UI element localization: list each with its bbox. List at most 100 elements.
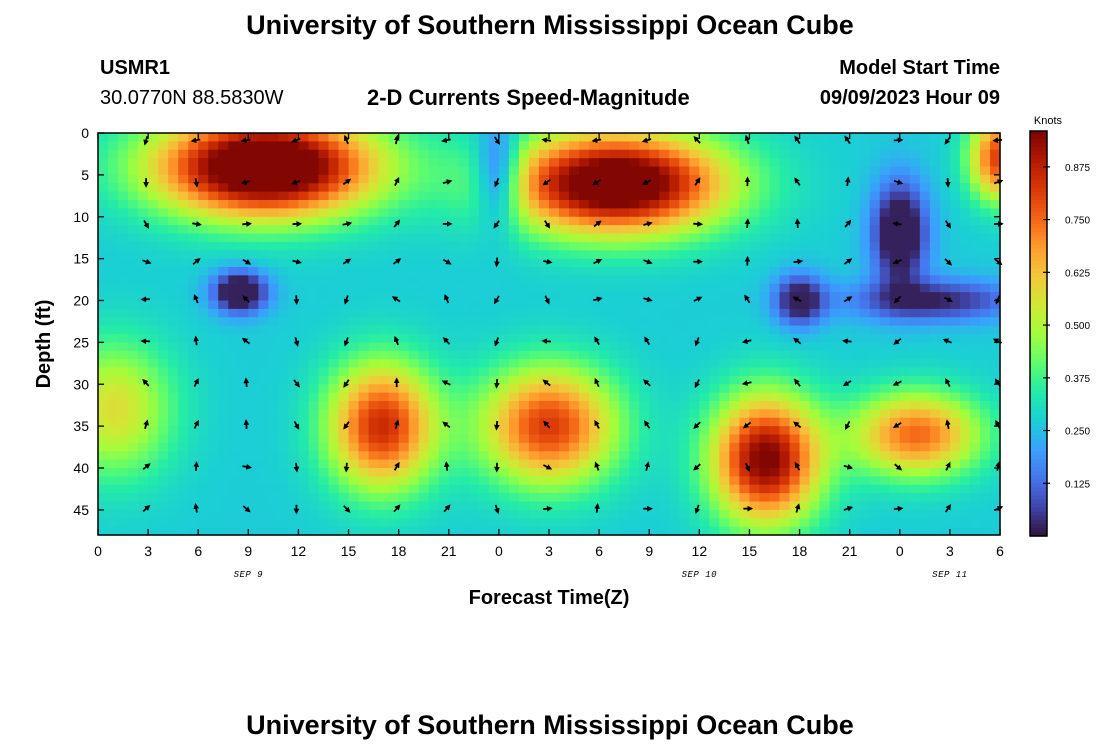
heatmap-cell — [879, 183, 891, 193]
heatmap-cell — [138, 300, 149, 310]
heatmap-cell — [739, 417, 751, 427]
heatmap-cell — [328, 350, 340, 360]
heatmap-cell — [839, 434, 851, 444]
heatmap-cell — [909, 250, 921, 260]
heatmap-cell — [959, 426, 971, 436]
heatmap-cell — [819, 250, 831, 260]
heatmap-cell — [569, 417, 580, 427]
heatmap-cell — [178, 401, 189, 410]
heatmap-cell — [559, 476, 570, 486]
heatmap-cell — [468, 501, 480, 511]
heatmap-cell — [448, 200, 460, 209]
heatmap-cell — [518, 149, 530, 159]
heatmap-cell — [769, 141, 781, 151]
heatmap-cell — [138, 283, 149, 293]
heatmap-cell — [639, 292, 650, 302]
heatmap-cell — [358, 300, 370, 310]
heatmap-cell — [178, 501, 189, 511]
heatmap-cell — [569, 308, 580, 318]
x-tick-label: 3 — [144, 543, 152, 559]
heatmap-cell — [719, 526, 730, 536]
heatmap-cell — [739, 518, 751, 528]
heatmap-cell — [118, 325, 129, 335]
heatmap-cell — [128, 200, 139, 209]
heatmap-cell — [528, 200, 540, 209]
heatmap-cell — [829, 426, 841, 436]
heatmap-cell — [258, 233, 269, 243]
heatmap-cell — [258, 166, 269, 176]
heatmap-cell — [949, 375, 961, 385]
heatmap-cell — [168, 141, 179, 151]
heatmap-cell — [258, 325, 269, 335]
heatmap-cell — [468, 468, 480, 477]
colorbar-swatch — [1030, 394, 1047, 399]
heatmap-cell — [779, 258, 791, 268]
heatmap-cell — [478, 367, 490, 377]
heatmap-cell — [609, 250, 620, 260]
heatmap-cell — [218, 200, 229, 209]
heatmap-cell — [418, 208, 430, 218]
heatmap-cell — [228, 367, 239, 377]
heatmap-cell — [639, 158, 650, 168]
heatmap-cell — [879, 409, 891, 419]
heatmap-cell — [378, 384, 390, 394]
heatmap-cell — [889, 292, 901, 302]
heatmap-cell — [158, 191, 169, 201]
current-vector-arrow — [443, 461, 450, 471]
heatmap-cell — [909, 208, 921, 218]
heatmap-cell — [879, 300, 891, 310]
heatmap-cell — [809, 183, 821, 193]
heatmap-cell — [168, 166, 179, 176]
heatmap-cell — [478, 183, 490, 193]
heatmap-cell — [859, 308, 871, 318]
heatmap-cell — [118, 292, 129, 302]
heatmap-cell — [549, 133, 560, 142]
heatmap-cell — [909, 484, 921, 494]
heatmap-cell — [198, 225, 209, 235]
heatmap-cell — [639, 384, 650, 394]
heatmap-cell — [659, 468, 670, 477]
heatmap-cell — [549, 149, 560, 159]
heatmap-cell — [619, 451, 630, 461]
heatmap-cell — [919, 233, 931, 243]
heatmap-cell — [418, 468, 430, 477]
heatmap-cell — [238, 300, 249, 310]
heatmap-cell — [128, 141, 139, 151]
heatmap-cell — [538, 275, 550, 285]
current-vector-arrow — [844, 135, 851, 145]
heatmap-cell — [909, 501, 921, 511]
heatmap-cell — [338, 367, 350, 377]
heatmap-cell — [118, 434, 129, 444]
heatmap-cell — [859, 283, 871, 293]
heatmap-cell — [158, 526, 169, 536]
heatmap-cell — [528, 509, 540, 519]
heatmap-cell — [118, 459, 129, 469]
heatmap-cell — [398, 166, 410, 176]
heatmap-cell — [579, 216, 590, 226]
heatmap-cell — [969, 409, 981, 419]
heatmap-cell — [899, 417, 911, 427]
heatmap-cell — [458, 267, 470, 276]
heatmap-cell — [729, 526, 741, 536]
heatmap-cell — [989, 384, 1001, 394]
heatmap-cell — [178, 275, 189, 285]
heatmap-cell — [268, 409, 279, 419]
current-vector-arrow — [193, 177, 200, 188]
heatmap-cell — [659, 158, 670, 168]
heatmap-cell — [538, 292, 550, 302]
heatmap-cell — [458, 283, 470, 293]
heatmap-cell — [298, 308, 310, 318]
heatmap-cell — [809, 208, 821, 218]
heatmap-cell — [569, 468, 580, 477]
heatmap-cell — [298, 392, 310, 402]
heatmap-cell — [438, 325, 450, 335]
heatmap-cell — [418, 292, 430, 302]
heatmap-cell — [809, 451, 821, 461]
heatmap-cell — [599, 216, 610, 226]
heatmap-cell — [549, 225, 560, 235]
heatmap-cell — [338, 275, 350, 285]
heatmap-cell — [178, 509, 189, 519]
heatmap-cell — [849, 208, 861, 218]
heatmap-cell — [258, 484, 269, 494]
heatmap-cell — [989, 409, 1001, 419]
